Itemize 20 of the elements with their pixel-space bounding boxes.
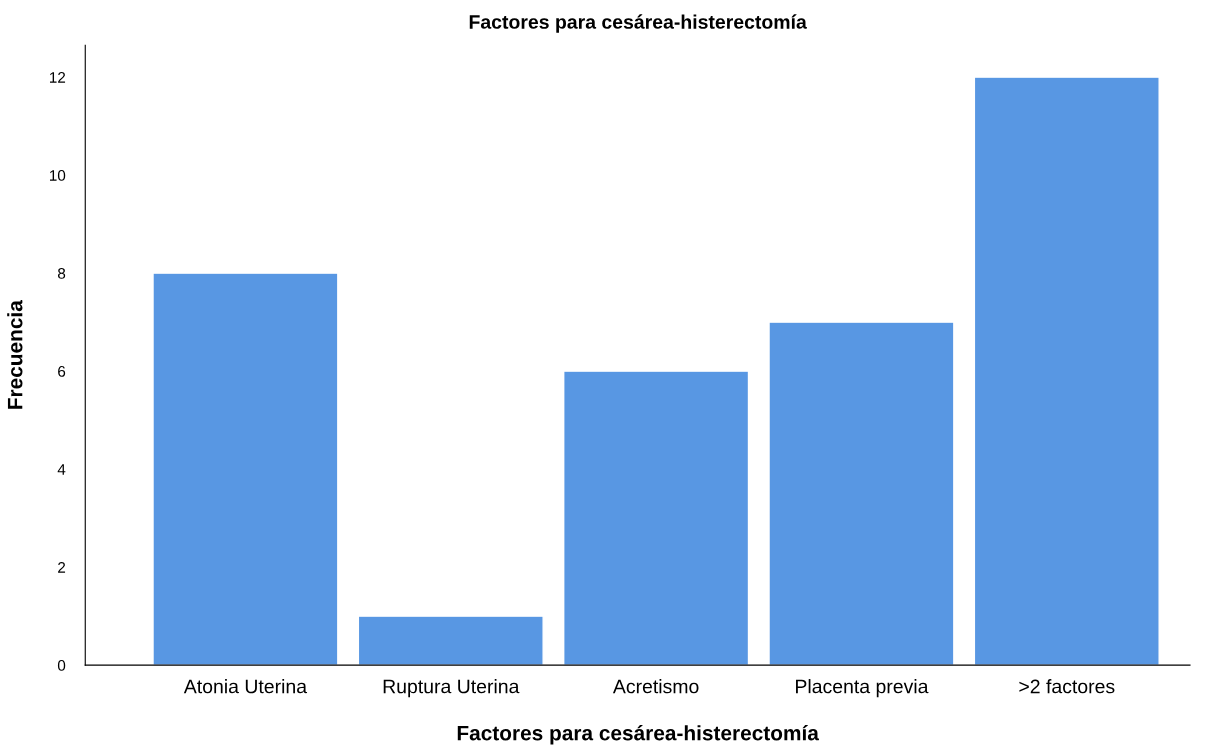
y-tick-label: 0 — [57, 660, 66, 671]
y-tick-label: 12 — [49, 72, 66, 83]
chart-title: Factores para cesárea-histerectomía — [469, 14, 807, 33]
y-axis-title: Frecuencia — [7, 300, 23, 409]
x-tick-label: Placenta previa — [796, 679, 929, 698]
y-tick-label: 8 — [57, 268, 66, 279]
x-axis-title: Factores para cesárea-histerectomía — [457, 724, 819, 745]
y-tick-label: 4 — [57, 464, 66, 475]
bar — [152, 272, 339, 666]
x-tick-label: >2 factores — [1019, 679, 1115, 694]
y-tick-label: 10 — [49, 170, 66, 181]
bar — [973, 76, 1160, 666]
bar — [768, 321, 955, 666]
x-tick-label: Ruptura Uterina — [383, 679, 520, 698]
bar — [357, 615, 544, 666]
bar — [563, 370, 750, 666]
x-tick-label: Atonia Uterina — [183, 679, 308, 694]
y-tick-label: 6 — [58, 366, 66, 377]
y-tick-label: 2 — [58, 562, 66, 573]
x-tick-label: Acretismo — [612, 679, 699, 694]
